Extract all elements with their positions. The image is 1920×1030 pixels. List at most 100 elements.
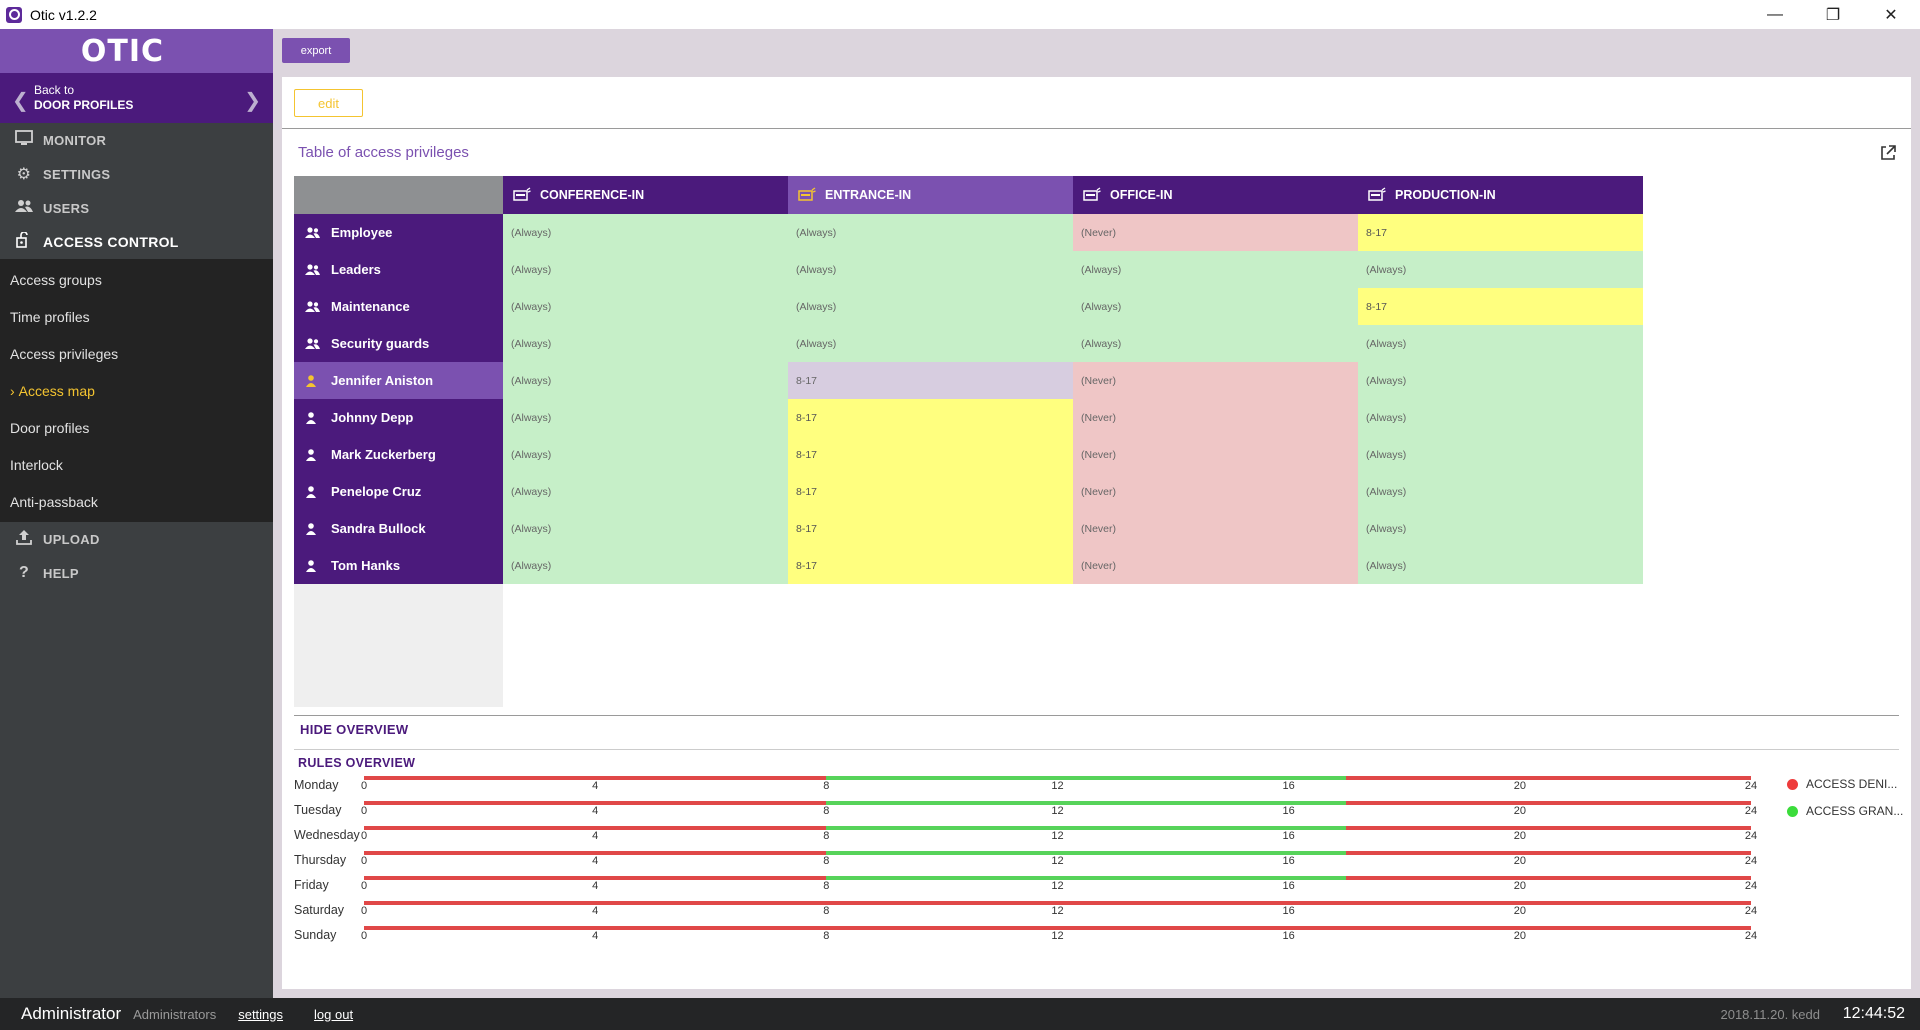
privilege-cell[interactable]: (Always) (503, 399, 788, 436)
privilege-cell[interactable]: (Always) (1358, 251, 1643, 288)
row-header[interactable]: Sandra Bullock (294, 510, 503, 547)
privilege-cell[interactable]: 8-17 (788, 362, 1073, 399)
privilege-cell[interactable]: (Always) (1358, 436, 1643, 473)
privilege-cell[interactable]: (Never) (1073, 510, 1358, 547)
privilege-cell[interactable]: (Always) (503, 510, 788, 547)
hour-tick-label: 16 (1282, 905, 1295, 917)
privilege-cell[interactable]: (Always) (1358, 325, 1643, 362)
privilege-cell[interactable]: (Never) (1073, 436, 1358, 473)
privilege-cell[interactable]: (Always) (503, 547, 788, 584)
column-header-office-in[interactable]: OFFICE-IN (1073, 176, 1358, 214)
privilege-cell[interactable]: (Never) (1073, 362, 1358, 399)
privilege-cell[interactable]: (Always) (1358, 510, 1643, 547)
privilege-cell[interactable]: (Always) (1358, 399, 1643, 436)
subitem-time-profiles[interactable]: Time profiles (10, 308, 90, 325)
privilege-cell[interactable]: (Always) (1358, 362, 1643, 399)
nav-help[interactable]: ? HELP (0, 556, 273, 590)
nav-monitor[interactable]: MONITOR (0, 123, 273, 157)
row-header-label: Security guards (331, 336, 430, 351)
column-header-conference-in[interactable]: CONFERENCE-IN (503, 176, 788, 214)
subitem-access-privileges[interactable]: Access privileges (10, 345, 119, 362)
legend-access-denied: ACCESS DENI... (1787, 777, 1897, 791)
day-timeline (364, 901, 1751, 905)
privilege-cell[interactable]: (Always) (503, 362, 788, 399)
column-header-production-in[interactable]: PRODUCTION-IN (1358, 176, 1643, 214)
minimize-button[interactable]: — (1767, 5, 1783, 23)
privilege-cell[interactable]: 8-17 (788, 436, 1073, 473)
user-icon (305, 448, 321, 461)
privilege-cell[interactable]: (Always) (788, 325, 1073, 362)
privilege-cell[interactable]: (Never) (1073, 473, 1358, 510)
nav-upload[interactable]: UPLOAD (0, 522, 273, 556)
nav-access-control[interactable]: ACCESS CONTROL (0, 225, 273, 259)
privilege-cell[interactable]: (Never) (1073, 399, 1358, 436)
settings-link[interactable]: settings (238, 1006, 284, 1022)
restore-button[interactable]: ❐ (1825, 6, 1841, 24)
hour-tick-label: 0 (360, 930, 368, 942)
privilege-cell[interactable]: 8-17 (788, 399, 1073, 436)
row-header[interactable]: Maintenance (294, 288, 503, 325)
row-header[interactable]: Mark Zuckerberg (294, 436, 503, 473)
nav-users[interactable]: USERS (0, 191, 273, 225)
content-panel: edit Table of access privileges CONFEREN… (282, 77, 1911, 989)
row-header[interactable]: Security guards (294, 325, 503, 362)
hour-tick-label: 20 (1513, 830, 1526, 842)
nav-settings-label: SETTINGS (43, 166, 111, 182)
row-header[interactable]: Leaders (294, 251, 503, 288)
row-header[interactable]: Jennifer Aniston (294, 362, 503, 399)
privilege-cell[interactable]: 8-17 (788, 547, 1073, 584)
subitem-interlock[interactable]: Interlock (10, 456, 63, 473)
otic-logo: OTIC (80, 33, 165, 69)
hour-tick-label: 16 (1282, 805, 1295, 817)
privilege-cell[interactable]: (Always) (503, 251, 788, 288)
granted-interval (826, 826, 1347, 830)
privilege-cell[interactable]: (Always) (503, 214, 788, 251)
day-label: Saturday (294, 903, 345, 917)
privilege-cell[interactable]: (Always) (1073, 251, 1358, 288)
door-reader-icon (1083, 186, 1103, 204)
privilege-cell[interactable]: (Always) (503, 325, 788, 362)
privilege-cell[interactable]: 8-17 (788, 473, 1073, 510)
privilege-cell[interactable]: (Always) (503, 473, 788, 510)
privilege-cell[interactable]: (Always) (788, 288, 1073, 325)
privilege-cell[interactable]: (Never) (1073, 547, 1358, 584)
close-button[interactable]: ✕ (1884, 6, 1898, 24)
privilege-cell[interactable]: 8-17 (1358, 288, 1643, 325)
group-icon (305, 300, 321, 313)
privilege-cell[interactable]: (Always) (788, 214, 1073, 251)
export-button[interactable]: export (282, 38, 350, 63)
row-header[interactable]: Penelope Cruz (294, 473, 503, 510)
subitem-access-map[interactable]: › Access map (10, 382, 95, 399)
privilege-cell[interactable]: (Always) (503, 436, 788, 473)
hide-overview-toggle[interactable]: HIDE OVERVIEW (300, 722, 409, 737)
privilege-cell[interactable]: (Never) (1073, 214, 1358, 251)
row-header[interactable]: Johnny Depp (294, 399, 503, 436)
row-header[interactable]: Tom Hanks (294, 547, 503, 584)
edit-button[interactable]: edit (294, 89, 363, 117)
day-label: Monday (294, 778, 339, 792)
group-icon (305, 263, 321, 276)
privilege-cell[interactable]: (Always) (503, 288, 788, 325)
hour-tick-label: 8 (823, 830, 830, 842)
privilege-cell[interactable]: 8-17 (788, 510, 1073, 547)
subitem-access-groups[interactable]: Access groups (10, 271, 102, 288)
privilege-cell[interactable]: (Always) (1073, 325, 1358, 362)
column-header-entrance-in[interactable]: ENTRANCE-IN (788, 176, 1073, 214)
user-icon (305, 559, 321, 572)
privilege-cell[interactable]: (Always) (1358, 473, 1643, 510)
privilege-cell[interactable]: 8-17 (1358, 214, 1643, 251)
row-header[interactable]: Employee (294, 214, 503, 251)
popout-icon[interactable] (1879, 144, 1897, 162)
back-to-door-profiles[interactable]: ❮ Back to DOOR PROFILES ❯ (0, 73, 273, 123)
monitor-icon (13, 129, 35, 151)
sidebar: OTIC ❮ Back to DOOR PROFILES ❯ MONITOR ⚙… (0, 29, 273, 998)
privilege-cell[interactable]: (Always) (1073, 288, 1358, 325)
subitem-door-profiles[interactable]: Door profiles (10, 419, 90, 436)
privilege-cell[interactable]: (Always) (1358, 547, 1643, 584)
logout-link[interactable]: log out (314, 1006, 354, 1022)
privilege-cell[interactable]: (Always) (788, 251, 1073, 288)
subitem-anti-passback[interactable]: Anti-passback (10, 493, 98, 510)
hour-tick-label: 0 (360, 905, 368, 917)
granted-interval (826, 776, 1347, 780)
nav-settings[interactable]: ⚙ SETTINGS (0, 157, 273, 191)
